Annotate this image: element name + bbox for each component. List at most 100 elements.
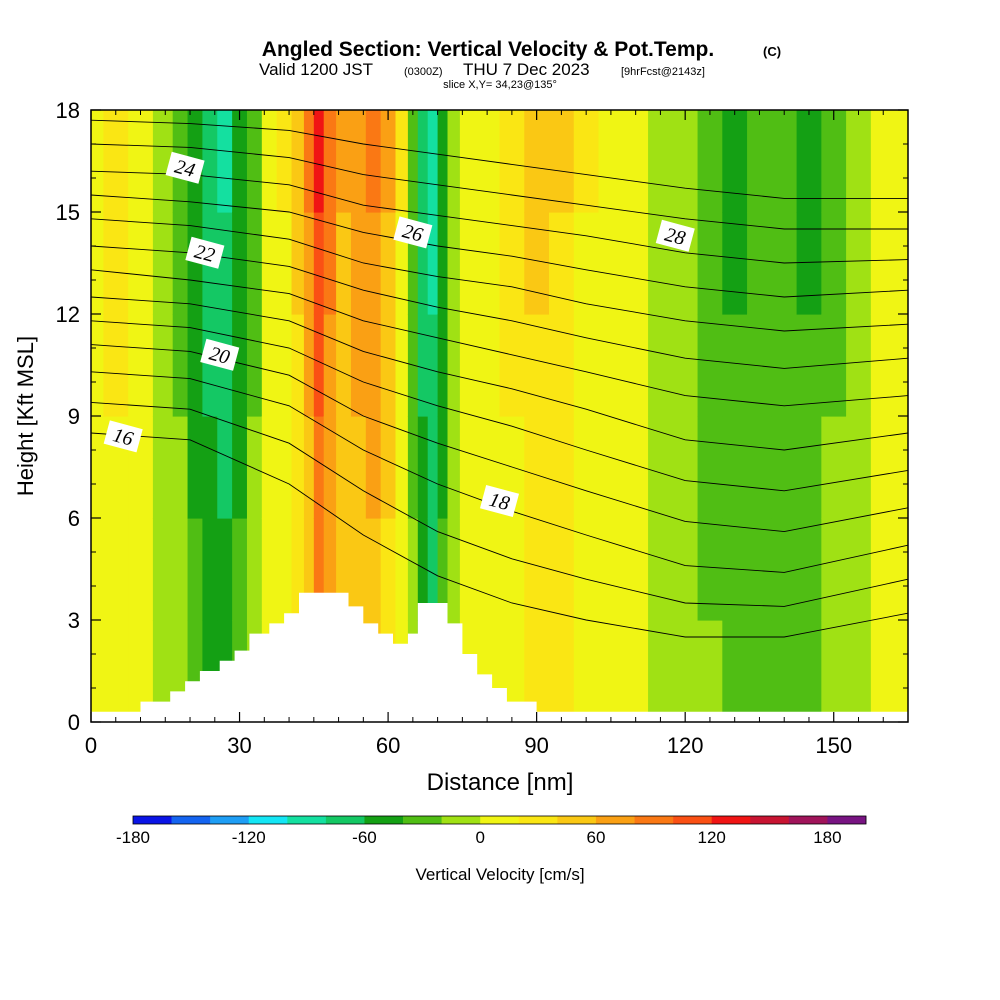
velocity-cell <box>313 518 325 621</box>
velocity-cell <box>103 518 129 621</box>
velocity-cell <box>573 110 600 213</box>
velocity-cell <box>477 518 501 621</box>
velocity-cell <box>821 416 847 519</box>
velocity-cell <box>549 518 575 621</box>
velocity-cell <box>870 110 897 213</box>
velocity-cell <box>623 212 649 315</box>
velocity-cell <box>246 314 263 417</box>
velocity-cell <box>303 110 315 213</box>
velocity-cell <box>217 110 233 213</box>
velocity-cell <box>427 110 439 213</box>
velocity-cell <box>459 110 478 213</box>
velocity-cell <box>623 518 649 621</box>
contour-label-box <box>200 338 240 371</box>
velocity-cell <box>598 416 624 519</box>
velocity-cell <box>672 518 699 621</box>
velocity-cell <box>152 416 174 519</box>
terrain <box>91 592 908 722</box>
velocity-cell <box>91 416 104 519</box>
velocity-cell <box>821 620 847 722</box>
velocity-cell <box>598 518 624 621</box>
velocity-cell <box>427 212 439 315</box>
velocity-cell <box>417 416 429 519</box>
colorbar-swatch <box>711 816 751 824</box>
y-axis-label: Height [Kft MSL] <box>13 336 38 496</box>
colorbar-swatch <box>634 816 674 824</box>
velocity-cell <box>350 416 367 519</box>
velocity-cell <box>573 620 600 722</box>
velocity-cell <box>246 110 263 213</box>
velocity-cell <box>303 518 315 621</box>
velocity-cell <box>623 110 649 213</box>
theta-contour-24 <box>91 218 908 332</box>
velocity-cell <box>771 518 798 621</box>
theta-contour-28 <box>91 119 908 199</box>
velocity-cell <box>771 110 798 213</box>
velocity-cell <box>524 416 550 519</box>
velocity-cell <box>648 620 674 722</box>
velocity-cell <box>648 518 674 621</box>
contour-label-box <box>103 420 143 453</box>
contour-label-16: 16 <box>103 420 143 453</box>
velocity-cell <box>202 416 218 519</box>
velocity-cell <box>821 110 847 213</box>
colorbar-swatch <box>325 816 365 824</box>
velocity-cell <box>549 110 575 213</box>
velocity-cell <box>549 314 575 417</box>
chart-title: Angled Section: Vertical Velocity & Pot.… <box>262 38 714 61</box>
velocity-cell <box>870 212 897 315</box>
velocity-cell <box>323 212 337 315</box>
velocity-cell <box>573 314 600 417</box>
velocity-cell <box>152 518 174 621</box>
velocity-cell <box>672 110 699 213</box>
velocity-cell <box>623 314 649 417</box>
velocity-cell <box>747 212 773 315</box>
velocity-cell <box>380 416 397 519</box>
velocity-cell <box>336 416 352 519</box>
chart-title-units: (C) <box>763 44 781 59</box>
velocity-cell <box>870 620 897 722</box>
velocity-cell <box>313 110 325 213</box>
colorbar-swatch <box>171 816 211 824</box>
velocity-cell <box>303 314 315 417</box>
y-tick-label: 18 <box>56 98 80 123</box>
velocity-cell <box>722 110 748 213</box>
x-tick-label: 30 <box>227 733 251 758</box>
velocity-cell <box>524 314 550 417</box>
velocity-cell <box>846 620 872 722</box>
y-tick-label: 15 <box>56 200 80 225</box>
colorbar-swatch <box>248 816 288 824</box>
colorbar-swatch <box>364 816 404 824</box>
velocity-cell <box>246 416 263 519</box>
velocity-cell <box>350 110 367 213</box>
velocity-cell <box>549 212 575 315</box>
velocity-cell <box>427 518 439 621</box>
velocity-cell <box>380 314 397 417</box>
velocity-cell <box>598 314 624 417</box>
velocity-cell <box>477 212 501 315</box>
velocity-cell <box>291 314 305 417</box>
velocity-cell <box>895 110 908 213</box>
velocity-cell <box>261 314 278 417</box>
velocity-cell <box>672 314 699 417</box>
velocity-cell <box>417 212 429 315</box>
velocity-cell <box>365 212 382 315</box>
colorbar-swatch <box>595 816 635 824</box>
contour-label-20: 20 <box>200 338 240 371</box>
y-axis-ticks: 0 3 6 9 12 15 18 <box>56 98 908 735</box>
slice-info: slice X,Y= 34,23@135° <box>443 79 557 91</box>
velocity-cell <box>447 110 461 213</box>
subtitle-valid: Valid 1200 JST <box>259 60 373 79</box>
y-tick-label: 6 <box>68 506 80 531</box>
velocity-cell <box>276 110 293 213</box>
velocity-cell <box>447 314 461 417</box>
velocity-cell <box>895 212 908 315</box>
velocity-cell <box>152 110 174 213</box>
theta-contour-27 <box>91 143 908 230</box>
velocity-cell <box>870 518 897 621</box>
velocity-cell <box>103 110 129 213</box>
velocity-cell <box>395 110 409 213</box>
velocity-cell <box>459 314 478 417</box>
colorbar-swatch <box>557 816 597 824</box>
